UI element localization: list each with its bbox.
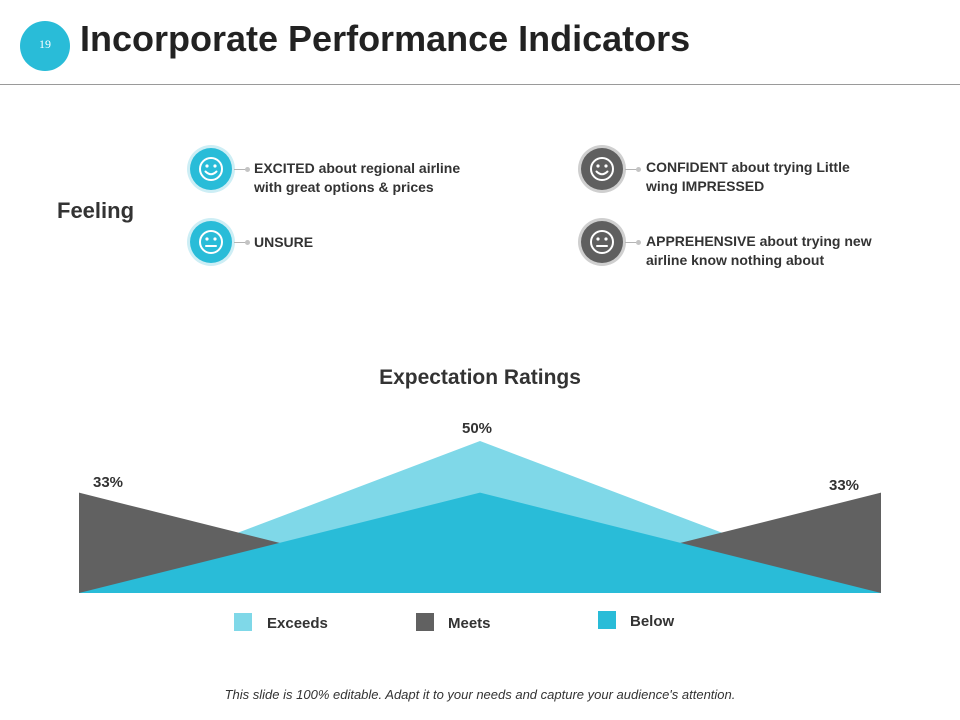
legend-label-exceeds: Exceeds: [267, 615, 328, 632]
neutral-face-icon: [190, 221, 232, 263]
data-label-2: 33%: [829, 477, 859, 494]
legend-label-below: Below: [630, 613, 675, 630]
title-divider: [0, 84, 960, 85]
legend-swatch-exceeds: [234, 613, 252, 631]
slide-number-badge: 19: [20, 21, 70, 71]
area-series-below: [79, 492, 881, 593]
feeling-item-line1: UNSURE: [254, 234, 314, 250]
connector-line: [625, 240, 641, 245]
connector-line: [234, 167, 250, 172]
data-label-1: 50%: [462, 420, 492, 437]
legend-swatch-below: [598, 611, 616, 629]
feeling-heading: Feeling: [57, 198, 135, 223]
smile-face-icon: [190, 148, 232, 190]
footer-note: This slide is 100% editable. Adapt it to…: [224, 687, 736, 702]
feeling-item-line1: CONFIDENT about trying Little: [646, 159, 850, 175]
legend-label-meets: Meets: [448, 615, 491, 632]
feeling-item-unsure: UNSURE: [254, 233, 313, 252]
feeling-item-line2: wing IMPRESSED: [646, 178, 765, 194]
feeling-item-confident: CONFIDENT about trying Little wing IMPRE…: [646, 158, 850, 196]
connector-line: [234, 240, 250, 245]
feeling-item-line1: APPREHENSIVE about trying new: [646, 233, 872, 249]
feeling-item-line2: airline know nothing about: [646, 252, 825, 268]
data-label-0: 33%: [93, 474, 123, 491]
chart-title: Expectation Ratings: [379, 366, 581, 389]
smile-face-icon: [581, 148, 623, 190]
neutral-face-icon: [581, 221, 623, 263]
legend-swatch-meets: [416, 613, 434, 631]
feeling-item-excited: EXCITED about regional airline with grea…: [254, 159, 460, 197]
feeling-item-apprehensive: APPREHENSIVE about trying new airline kn…: [646, 232, 872, 270]
connector-line: [625, 167, 641, 172]
feeling-item-line1: EXCITED about regional airline: [254, 160, 461, 176]
expectation-ratings-chart: 33% 50% 33%: [79, 420, 881, 593]
feeling-item-line2: with great options & prices: [254, 179, 434, 195]
page-title: Incorporate Performance Indicators: [80, 18, 691, 59]
